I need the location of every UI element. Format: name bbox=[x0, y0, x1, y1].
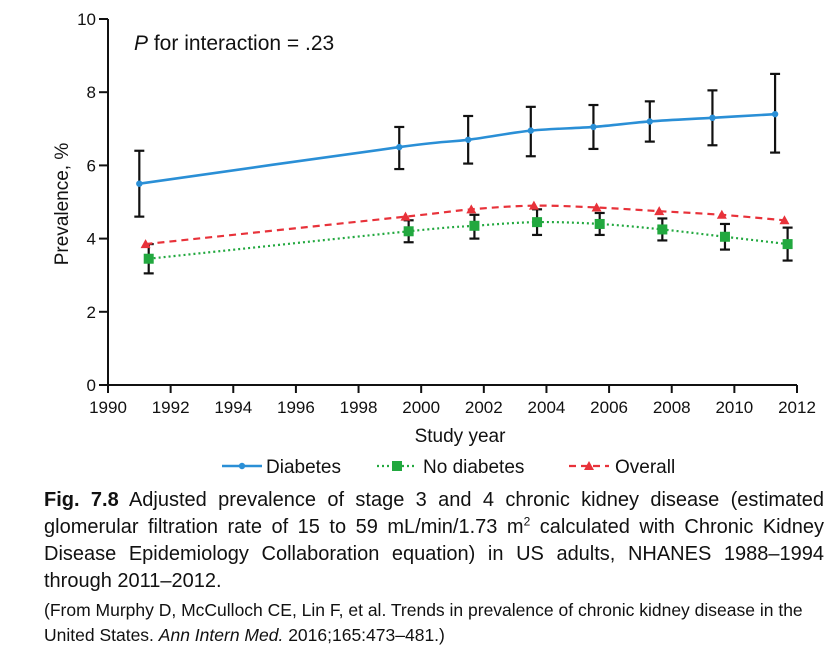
legend-swatch-marker bbox=[392, 461, 402, 471]
no-diabetes-point bbox=[532, 217, 542, 227]
x-tick-label: 2012 bbox=[778, 398, 816, 417]
no-diabetes-error-bars bbox=[144, 209, 793, 273]
no-diabetes-point bbox=[657, 224, 667, 234]
annotation-p: P bbox=[134, 32, 148, 55]
y-tick-label: 8 bbox=[87, 83, 96, 102]
diabetes-point bbox=[590, 124, 596, 130]
x-tick-label: 2000 bbox=[402, 398, 440, 417]
legend-item-diabetes: Diabetes bbox=[222, 457, 341, 478]
y-ticks: 0 2 4 6 8 10 bbox=[77, 10, 108, 395]
x-tick-label: 1998 bbox=[340, 398, 378, 417]
x-tick-label: 1992 bbox=[152, 398, 190, 417]
plot-area bbox=[134, 74, 792, 273]
y-axis-title: Prevalence, % bbox=[52, 143, 73, 266]
no-diabetes-point bbox=[783, 239, 793, 249]
x-axis-title: Study year bbox=[415, 426, 506, 447]
legend-label: Overall bbox=[615, 457, 675, 478]
y-tick-label: 10 bbox=[77, 10, 96, 29]
y-tick-label: 6 bbox=[87, 156, 96, 175]
caption-main: Fig. 7.8 Adjusted prevalence of stage 3 … bbox=[44, 487, 824, 595]
no-diabetes-point bbox=[144, 254, 154, 264]
legend-label: No diabetes bbox=[423, 457, 524, 478]
x-tick-label: 2002 bbox=[465, 398, 503, 417]
no-diabetes-series bbox=[144, 217, 793, 264]
y-tick-label: 4 bbox=[87, 230, 96, 249]
legend-label: Diabetes bbox=[266, 457, 341, 478]
figure-caption: Fig. 7.8 Adjusted prevalence of stage 3 … bbox=[44, 487, 824, 648]
x-tick-label: 2004 bbox=[528, 398, 566, 417]
annotation-text: for interaction = .23 bbox=[148, 32, 334, 55]
x-tick-label: 2008 bbox=[653, 398, 691, 417]
x-tick-label: 2010 bbox=[715, 398, 753, 417]
no-diabetes-point bbox=[720, 232, 730, 242]
legend-swatch-marker bbox=[239, 463, 245, 469]
source-citation: 2016;165:473–481.) bbox=[283, 625, 445, 645]
y-tick-label: 2 bbox=[87, 303, 96, 322]
legend-item-no-diabetes: No diabetes bbox=[377, 457, 524, 478]
diabetes-point bbox=[709, 115, 715, 121]
x-tick-label: 1994 bbox=[214, 398, 252, 417]
x-tick-label: 1996 bbox=[277, 398, 315, 417]
x-tick-label: 1990 bbox=[89, 398, 127, 417]
diabetes-point bbox=[396, 144, 402, 150]
chart-axes: 0 2 4 6 8 10 1990 1992 1994 1996 1998 2000 2002 2004… bbox=[77, 10, 816, 417]
figure-label: Fig. 7.8 bbox=[44, 489, 119, 511]
caption-source: (From Murphy D, McCulloch CE, Lin F, et … bbox=[44, 598, 824, 648]
no-diabetes-point bbox=[404, 226, 414, 236]
diabetes-error-bars bbox=[134, 74, 780, 217]
overall-line bbox=[146, 206, 785, 244]
diabetes-point bbox=[647, 118, 653, 124]
no-diabetes-point bbox=[595, 219, 605, 229]
x-ticks: 1990 1992 1994 1996 1998 2000 2002 2004 2006 2008… bbox=[89, 385, 816, 417]
diabetes-point bbox=[772, 111, 778, 117]
interaction-annotation: P for interaction = .23 bbox=[134, 32, 334, 55]
diabetes-series bbox=[136, 111, 778, 187]
diabetes-point bbox=[465, 137, 471, 143]
diabetes-point bbox=[528, 127, 534, 133]
diabetes-point bbox=[136, 181, 142, 187]
overall-series bbox=[141, 201, 790, 248]
legend: Diabetes No diabetes Overall bbox=[222, 457, 675, 478]
x-tick-label: 2006 bbox=[590, 398, 628, 417]
legend-item-overall: Overall bbox=[569, 457, 675, 478]
no-diabetes-point bbox=[469, 221, 479, 231]
source-journal: Ann Intern Med. bbox=[159, 625, 284, 645]
y-tick-label: 0 bbox=[87, 376, 96, 395]
diabetes-line bbox=[139, 114, 775, 184]
no-diabetes-line bbox=[149, 222, 788, 259]
